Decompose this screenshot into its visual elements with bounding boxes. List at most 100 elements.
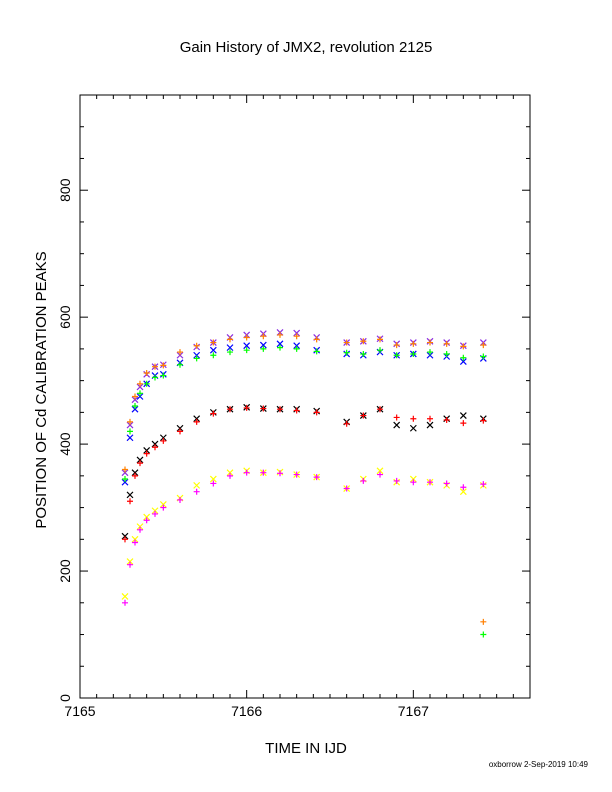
data-point-series-7 [443, 480, 450, 487]
data-point-series-6 [226, 469, 234, 477]
data-point-series-0 [176, 351, 184, 359]
data-point-series-7 [277, 470, 283, 477]
x-tick-label: 7167 [398, 703, 429, 719]
data-point-series-1 [226, 344, 234, 352]
data-point-series-3 [210, 352, 217, 359]
data-point-series-0 [121, 469, 129, 477]
data-point-series-4 [143, 447, 151, 454]
x-tick-label: 7165 [64, 703, 95, 719]
data-point-series-5 [193, 418, 200, 425]
data-point-series-4 [126, 491, 134, 499]
data-point-series-5 [152, 444, 158, 451]
data-point-series-7 [152, 510, 158, 517]
data-point-series-1 [293, 342, 301, 350]
data-point-series-2 [243, 334, 250, 341]
data-point-series-3 [313, 348, 320, 355]
data-point-series-0 [136, 383, 144, 391]
data-point-series-2 [132, 393, 138, 400]
data-point-series-4 [193, 415, 201, 423]
chart-title: Gain History of JMX2, revolution 2125 [180, 39, 433, 56]
data-point-series-3 [480, 353, 487, 360]
data-point-series-7 [160, 504, 167, 511]
footer-timestamp: oxborrow 2-Sep-2019 10:49 [489, 760, 589, 769]
data-point-series-7 [227, 472, 233, 479]
plot-frame [79, 94, 531, 699]
data-point-series-7 [343, 485, 350, 492]
data-point-series-3 [152, 374, 158, 381]
data-point-series-7 [293, 471, 300, 478]
y-tick-label: 400 [57, 432, 73, 456]
data-point-series-1 [459, 358, 467, 366]
data-point-series-5 [313, 409, 320, 416]
data-point-series-2 [410, 340, 417, 347]
data-point-series-5 [137, 460, 143, 467]
data-point-series-5 [427, 415, 433, 422]
data-point-series-0 [293, 329, 301, 337]
data-point-series-2 [343, 339, 350, 346]
data-point-series-2 [227, 336, 233, 343]
data-point-series-7 [127, 561, 133, 568]
data-point-series-4 [459, 412, 467, 419]
data-point-series-5 [210, 410, 217, 417]
data-point-series-3 [227, 349, 233, 356]
data-point-series-4 [131, 469, 139, 477]
data-point-series-1 [243, 342, 251, 350]
data-point-series-7 [410, 479, 417, 486]
plot-area: 7165 7166 7167 0 200 400 600 800 [57, 94, 531, 719]
data-point-series-7 [210, 480, 217, 487]
data-point-series-1 [259, 341, 267, 349]
data-point-series-4 [136, 456, 144, 464]
y-axis-label: POSITION OF Cd CALIBRATION PEAKS [33, 251, 50, 528]
data-point-series-6 [159, 500, 167, 508]
data-point-series-2 [360, 338, 367, 345]
data-point-series-0 [126, 421, 134, 429]
data-point-series-2 [260, 333, 267, 340]
data-point-series-1 [209, 346, 217, 354]
data-point-series-3 [132, 403, 138, 410]
data-point-series-6 [121, 593, 129, 600]
data-point-series-6 [376, 467, 384, 475]
data-point-series-4 [121, 532, 129, 540]
data-point-series-7 [460, 484, 467, 491]
data-point-series-6 [409, 475, 417, 483]
data-point-series-2 [427, 339, 433, 346]
data-point-series-3 [127, 428, 133, 435]
data-point-series-3 [443, 350, 450, 357]
data-point-series-6 [209, 475, 217, 483]
data-point-series-5 [227, 406, 233, 413]
data-point-series-3 [277, 344, 283, 351]
data-point-series-4 [409, 424, 417, 432]
data-point-series-1 [136, 393, 144, 400]
data-point-series-0 [131, 396, 139, 404]
data-point-series-7 [480, 481, 487, 488]
data-point-series-3 [160, 372, 167, 379]
data-point-series-2 [210, 339, 217, 346]
data-point-series-5 [343, 420, 350, 427]
data-point-series-6 [131, 535, 139, 543]
data-point-series-1 [426, 351, 434, 359]
data-point-series-2 [293, 333, 300, 340]
data-point-series-7 [143, 517, 150, 524]
data-point-series-3 [393, 352, 400, 359]
data-point-series-2 [393, 342, 400, 349]
data-point-series-7 [313, 474, 320, 481]
y-tick-label: 800 [57, 178, 73, 202]
data-point-series-5 [260, 405, 267, 412]
data-point-series-6 [151, 507, 159, 515]
data-point-series-6 [459, 488, 467, 496]
data-point-series-3 [377, 347, 383, 354]
data-point-series-3 [410, 350, 417, 357]
data-point-series-3 [137, 390, 143, 397]
data-point-series-7 [137, 526, 143, 533]
data-point-series-3 [177, 361, 183, 368]
data-point-series-2 [122, 466, 128, 473]
data-point-series-3 [480, 631, 487, 638]
data-point-series-3 [143, 380, 150, 387]
y-tick-label: 600 [57, 305, 73, 329]
data-point-series-7 [393, 477, 400, 484]
data-point-series-3 [122, 476, 128, 483]
data-point-series-1 [276, 340, 284, 348]
data-point-series-7 [177, 496, 183, 503]
data-point-series-2 [480, 618, 487, 625]
